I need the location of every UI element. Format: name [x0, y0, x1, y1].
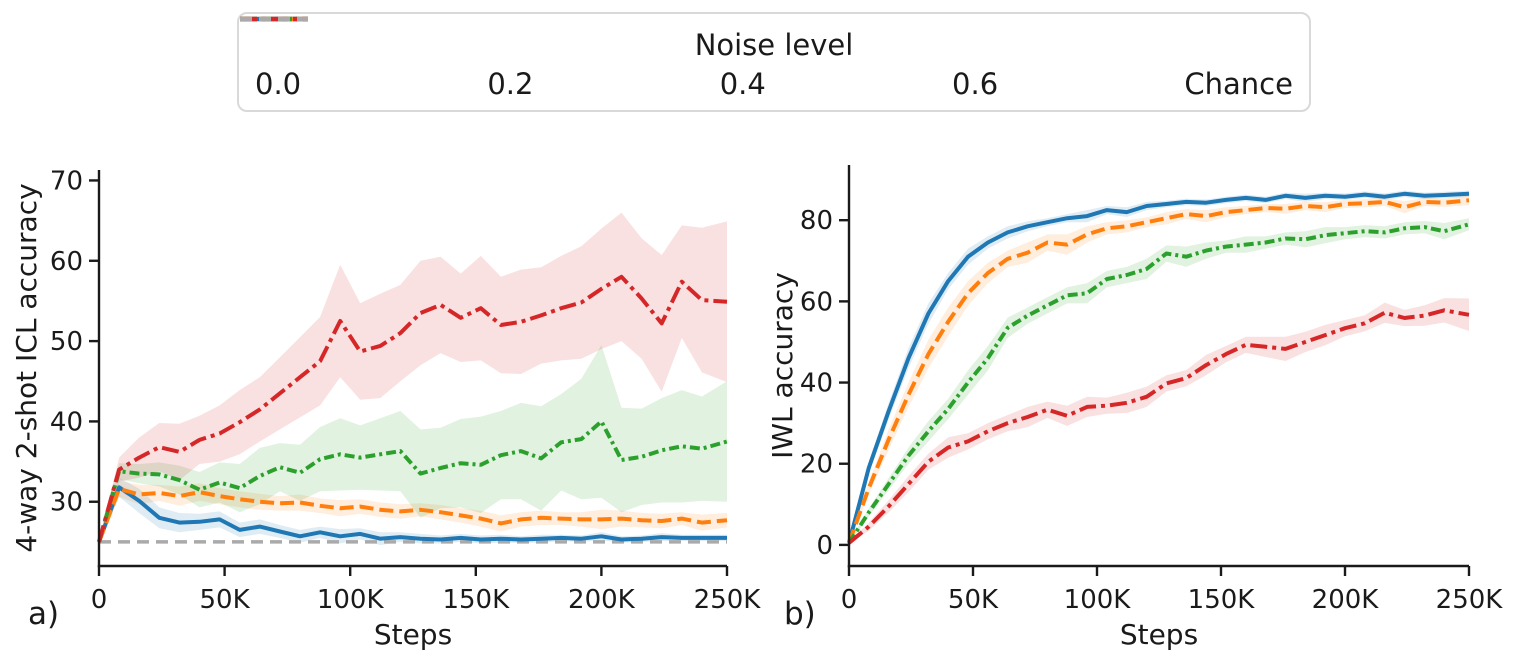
legend-title: Noise level [694, 28, 854, 62]
legend-entry-label: 0.6 [952, 67, 999, 101]
y-tick-label: 20 [800, 450, 833, 480]
x-tick-label: 0 [841, 585, 858, 615]
y-axis-label: 4-way 2-shot ICL accuracy [10, 183, 43, 552]
y-tick-label: 40 [800, 369, 833, 399]
x-axis-label: Steps [1120, 618, 1198, 651]
legend-line-swatch [240, 16, 308, 22]
series-line-noise-0.4 [97, 419, 728, 543]
series-line-noise-0.6 [847, 308, 1470, 545]
confidence-band-noise-0.0 [849, 190, 1469, 544]
legend-entry-label: 0.0 [255, 67, 302, 101]
confidence-band-noise-0.4 [99, 345, 727, 545]
legend-entry-label: 0.4 [719, 67, 766, 101]
series-line-noise-0.4 [847, 222, 1470, 544]
series-line-noise-0.2 [97, 486, 728, 543]
panel-label-a: a) [28, 596, 60, 632]
legend-entry-label: Chance [1184, 67, 1293, 101]
x-tick-label: 250K [1436, 585, 1504, 615]
legend-entry-0-6: 0.6 [240, 16, 999, 101]
panel-label-b: b) [784, 596, 816, 632]
x-tick-label: 200K [1312, 585, 1380, 615]
confidence-band-noise-0.6 [849, 298, 1469, 544]
confidence-band-noise-0.2 [99, 480, 727, 545]
legend-entry-0-4: 0.4 [240, 16, 766, 101]
y-tick-label: 70 [50, 166, 83, 196]
x-tick-label: 150K [442, 585, 510, 615]
series-line-noise-0.0 [97, 485, 727, 543]
x-tick-label: 150K [1188, 585, 1256, 615]
x-tick-label: 0 [91, 585, 108, 615]
series-line-noise-0.6 [97, 274, 728, 543]
legend: Noise level 0.0 0.2 0.4 0.6 Chance [237, 12, 1311, 112]
y-tick-label: 50 [50, 327, 83, 357]
y-tick-label: 0 [816, 531, 833, 561]
x-tick-label: 50K [948, 585, 999, 615]
legend-entry-chance: Chance [240, 16, 1293, 101]
x-tick-label: 200K [568, 585, 636, 615]
confidence-band-noise-0.2 [849, 195, 1469, 544]
y-tick-label: 30 [50, 488, 83, 518]
y-axis-label: IWL accuracy [766, 272, 799, 459]
y-tick-label: 80 [800, 206, 833, 236]
y-tick-label: 40 [50, 407, 83, 437]
legend-entry-0-0: 0.0 [240, 16, 308, 101]
legend-entries: 0.0 0.2 0.4 0.6 Chance [240, 16, 1293, 101]
x-tick-label: 50K [200, 585, 251, 615]
x-tick-label: 250K [694, 585, 762, 615]
legend-entry-label: 0.2 [487, 67, 534, 101]
legend-entry-0-2: 0.2 [240, 16, 534, 101]
confidence-band-noise-0.4 [849, 218, 1469, 544]
series-line-noise-0.0 [847, 191, 1470, 544]
y-tick-label: 60 [50, 247, 83, 277]
confidence-band-noise-0.6 [99, 212, 727, 545]
y-tick-label: 60 [800, 287, 833, 317]
x-tick-label: 100K [1064, 585, 1132, 615]
x-axis-label: Steps [374, 618, 452, 651]
series-line-noise-0.2 [847, 198, 1470, 544]
x-tick-label: 100K [317, 585, 385, 615]
